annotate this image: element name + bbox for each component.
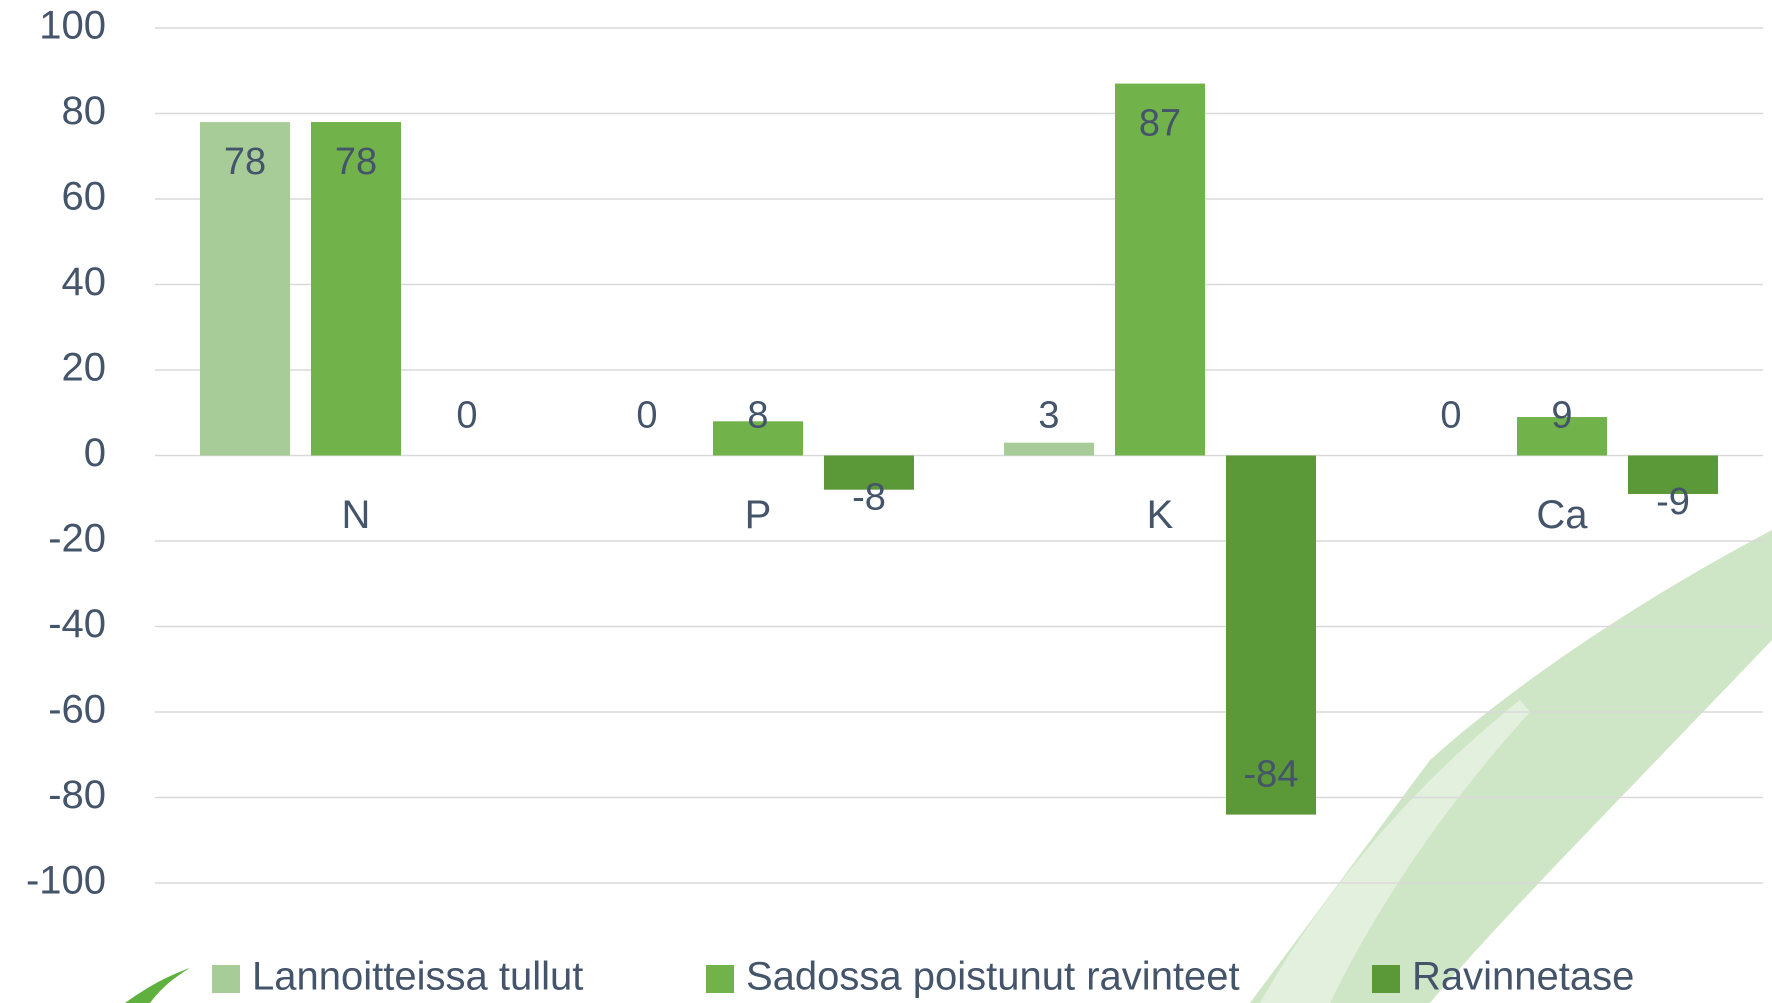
y-tick-label: -80 xyxy=(48,773,106,817)
data-label: 8 xyxy=(747,395,768,437)
data-label: 0 xyxy=(1440,395,1461,437)
data-label: -9 xyxy=(1656,481,1690,523)
data-label: 0 xyxy=(456,395,477,437)
data-label: 3 xyxy=(1038,395,1059,437)
legend-label: Sadossa poistunut ravinteet xyxy=(746,955,1240,999)
y-tick-label: -20 xyxy=(48,517,106,561)
y-tick-label: -40 xyxy=(48,602,106,646)
y-tick-label: 80 xyxy=(62,89,107,133)
y-tick-label: -60 xyxy=(48,688,106,732)
y-tick-label: -100 xyxy=(26,859,106,903)
data-label: 0 xyxy=(636,395,657,437)
y-tick-label: 20 xyxy=(62,346,107,390)
legend-label: Lannoitteissa tullut xyxy=(252,955,583,999)
data-label: 87 xyxy=(1139,103,1181,145)
y-tick-label: 0 xyxy=(84,431,106,475)
legend-swatch xyxy=(1372,965,1400,993)
x-tick-label: P xyxy=(745,493,772,537)
legend-swatch xyxy=(212,965,240,993)
legend-label: Ravinnetase xyxy=(1412,955,1634,999)
data-label: -84 xyxy=(1244,754,1299,796)
bar xyxy=(1004,443,1094,456)
data-label: 78 xyxy=(224,141,266,183)
x-tick-label: K xyxy=(1147,493,1174,537)
chart: -100 -80 -60 -40 -20 0 20 40 60 80 100 N 78 78 0 P 0 8 -8 K… xyxy=(0,0,1772,1003)
data-label: 78 xyxy=(335,141,377,183)
background-leaf-tip xyxy=(125,968,190,1003)
data-label: -8 xyxy=(852,477,886,519)
y-tick-label: 100 xyxy=(39,4,106,48)
y-tick-label: 60 xyxy=(62,175,107,219)
x-tick-label: N xyxy=(342,493,371,537)
x-tick-label: Ca xyxy=(1536,493,1588,537)
y-tick-label: 40 xyxy=(62,260,107,304)
data-label: 9 xyxy=(1551,395,1572,437)
legend-swatch xyxy=(706,965,734,993)
